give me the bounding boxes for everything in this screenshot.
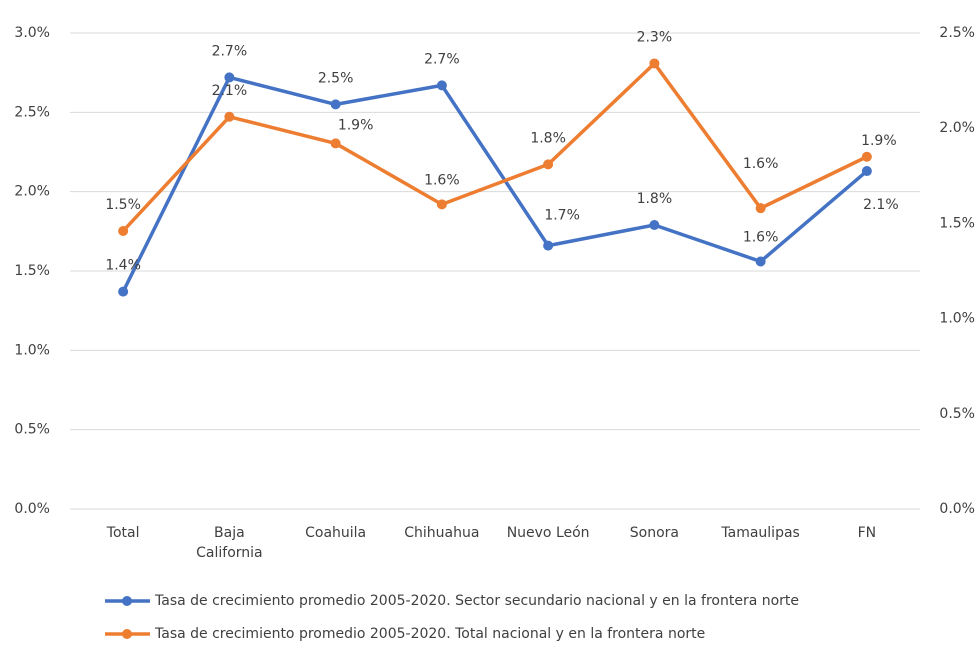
data-label: 2.1%	[863, 197, 899, 213]
x-tick-label: Tamaulipas	[721, 525, 800, 541]
data-label: 2.7%	[424, 51, 460, 67]
data-label: 1.5%	[105, 197, 141, 213]
data-label: 2.7%	[212, 43, 248, 59]
y2-tick-label: 0.0%	[939, 501, 975, 517]
x-tick-label: Sonora	[629, 525, 679, 541]
point	[755, 203, 766, 214]
series-line	[121, 61, 868, 233]
data-label: 1.9%	[861, 133, 897, 149]
point	[224, 72, 235, 83]
point	[755, 256, 766, 267]
y-tick-label: 2.5%	[14, 104, 50, 120]
y2-tick-label: 1.5%	[939, 215, 975, 231]
point	[330, 99, 341, 110]
data-label: 2.3%	[637, 29, 673, 45]
y-tick-label: 1.5%	[14, 263, 50, 279]
data-label: 2.1%	[212, 83, 248, 99]
legend-marker	[122, 629, 132, 639]
data-label: 1.6%	[424, 172, 460, 188]
point	[649, 219, 660, 230]
data-label: 2.5%	[318, 70, 354, 86]
point	[543, 159, 554, 170]
point	[118, 286, 129, 297]
y-tick-label: 1.0%	[14, 342, 50, 358]
data-label: 1.7%	[544, 208, 580, 224]
point	[861, 166, 872, 177]
x-tick-label: Coahuila	[305, 525, 367, 541]
y2-tick-label: 2.0%	[939, 120, 975, 136]
data-label: 1.4%	[105, 258, 141, 274]
y2-tick-label: 1.0%	[939, 311, 975, 327]
data-label: 1.9%	[338, 117, 374, 133]
x-tick-label: Total	[106, 525, 140, 541]
x-tick-label: FN	[857, 525, 877, 541]
legend-label: Tasa de crecimiento promedio 2005-2020. …	[154, 626, 705, 642]
point	[436, 199, 447, 210]
x-tick-label: Baja California	[196, 525, 263, 561]
point	[224, 111, 235, 122]
data-label: 1.6%	[743, 156, 779, 172]
legend-label: Tasa de crecimiento promedio 2005-2020. …	[154, 593, 799, 609]
y-tick-label: 2.0%	[14, 184, 50, 200]
point	[543, 240, 554, 251]
data-label: 1.8%	[637, 191, 673, 207]
legend-marker	[122, 596, 132, 606]
y2-tick-label: 0.5%	[939, 406, 975, 422]
point	[330, 138, 341, 149]
point	[649, 58, 660, 69]
point	[861, 151, 872, 162]
x-tick-label: Chihuahua	[404, 525, 480, 541]
point	[436, 80, 447, 91]
data-label: 1.6%	[743, 229, 779, 245]
y-tick-label: 0.5%	[14, 422, 50, 438]
series-line	[121, 75, 869, 293]
y2-tick-label: 2.5%	[939, 25, 975, 41]
data-label: 1.8%	[530, 130, 566, 146]
y-tick-label: 0.0%	[14, 501, 50, 517]
y-tick-label: 3.0%	[14, 25, 50, 41]
point	[118, 226, 129, 237]
x-tick-label: Nuevo León	[506, 525, 590, 541]
